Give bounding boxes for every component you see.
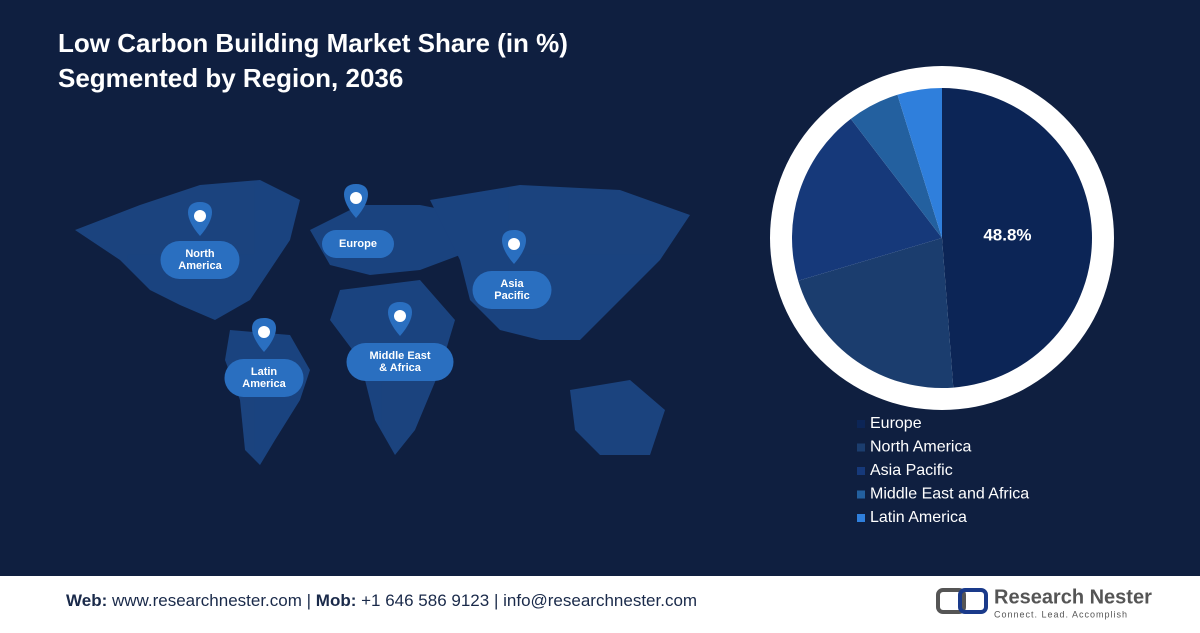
map-label: Europe	[339, 238, 377, 250]
map-label: America	[242, 378, 286, 390]
pie-slice	[792, 118, 942, 281]
pie-slice	[850, 94, 942, 238]
map-label-box	[472, 271, 552, 309]
chart-subtitle: Segmented by Region, 2036	[58, 63, 403, 93]
pie-slice	[897, 88, 942, 238]
map-label: North	[185, 248, 215, 260]
map-label-box	[322, 230, 394, 258]
legend-label: Asia Pacific	[870, 462, 953, 479]
legend-swatch	[857, 514, 865, 522]
pin-dot	[350, 192, 362, 204]
map-label: Latin	[251, 366, 278, 378]
legend: Europe North America Asia Pacific Middle Ea…	[857, 415, 1029, 526]
map-pins: NorthAmericaEuropeAsiaPacificLatinAmeric…	[160, 184, 552, 397]
logo-icon	[958, 588, 988, 614]
map-label: America	[178, 260, 222, 272]
data-label: 48.8%	[983, 225, 1031, 244]
legend-label: Latin America	[870, 509, 967, 526]
logo: Research Nester Connect. Lead. Accomplis…	[936, 586, 1152, 619]
map-oceania	[570, 380, 665, 455]
map-label-box	[224, 359, 304, 397]
footer-sep: |	[494, 591, 498, 610]
logo-name: Research Nester	[994, 586, 1152, 608]
pie-slice	[942, 88, 1093, 388]
legend-label: Europe	[870, 415, 922, 432]
logo-tagline: Connect. Lead. Accomplish	[994, 609, 1128, 619]
legend-swatch	[857, 420, 865, 428]
pin-dot	[194, 210, 206, 222]
pin-dot	[508, 238, 520, 250]
pie-slice	[798, 238, 954, 388]
footer-band	[0, 576, 1200, 628]
legend-label: Middle East and Africa	[870, 486, 1029, 503]
pie: 48.8%	[792, 88, 1093, 388]
footer-mob-label: Mob:	[316, 591, 357, 610]
legend-swatch	[857, 443, 865, 452]
footer-mob: +1 646 586 9123	[361, 591, 489, 610]
footer-web: www.researchnester.com	[111, 591, 302, 610]
legend-swatch	[857, 467, 865, 475]
legend-swatch	[857, 490, 865, 499]
logo-icon	[936, 588, 966, 614]
footer-sep: |	[307, 591, 311, 610]
map-label: Pacific	[494, 290, 529, 302]
map-label-box	[346, 343, 454, 381]
footer-email: info@researchnester.com	[503, 591, 697, 610]
map-label-box	[160, 241, 240, 279]
chart-title: Low Carbon Building Market Share (in %)	[58, 28, 568, 58]
map-label: Middle East	[369, 350, 430, 362]
pin-dot	[258, 326, 270, 338]
pin-dot	[394, 310, 406, 322]
legend-label: North America	[870, 439, 971, 456]
map-label: & Africa	[379, 362, 422, 374]
footer-contact: Web: www.researchnester.com | Mob: +1 64…	[66, 591, 697, 610]
footer-web-label: Web:	[66, 591, 107, 610]
map-label: Asia	[500, 278, 524, 290]
